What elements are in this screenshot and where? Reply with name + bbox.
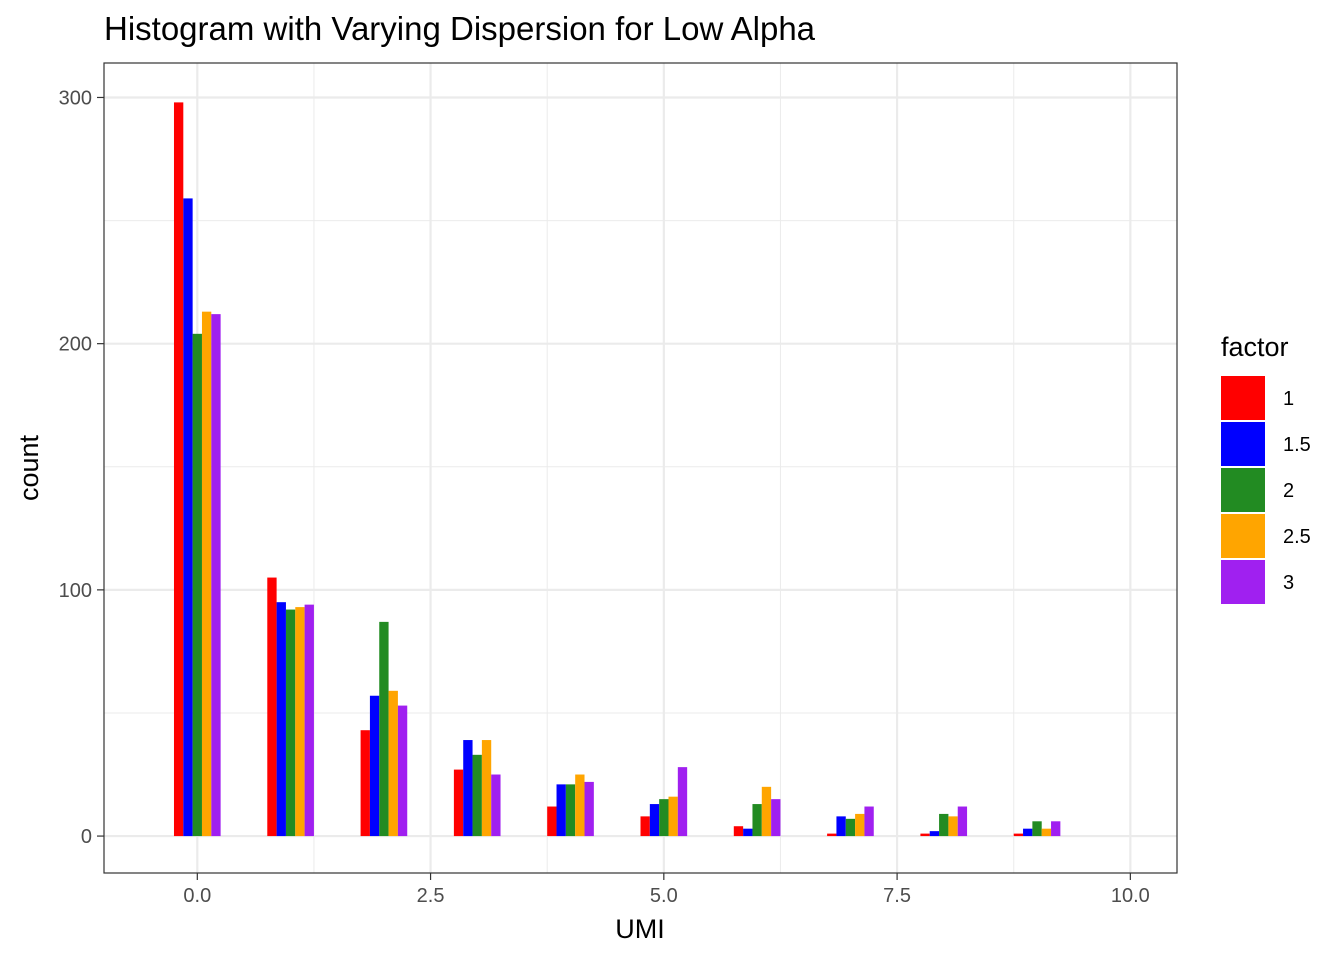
legend-title: factor bbox=[1221, 332, 1289, 362]
bar bbox=[1023, 828, 1033, 837]
bar bbox=[733, 826, 744, 837]
bar bbox=[677, 767, 688, 837]
bar bbox=[939, 813, 949, 837]
bar bbox=[397, 705, 408, 837]
bar bbox=[743, 828, 753, 837]
bar bbox=[864, 806, 874, 837]
x-tick-label: 0.0 bbox=[183, 885, 211, 907]
y-tick-label: 200 bbox=[59, 334, 92, 356]
bar bbox=[304, 604, 314, 837]
bar bbox=[192, 333, 202, 837]
bar bbox=[491, 774, 501, 837]
bar bbox=[761, 786, 772, 837]
bar bbox=[453, 769, 464, 837]
bar bbox=[957, 806, 968, 837]
bar bbox=[1051, 821, 1061, 837]
bar bbox=[584, 781, 594, 837]
bars bbox=[173, 102, 1061, 837]
legend-key bbox=[1221, 514, 1265, 558]
panel-border bbox=[103, 62, 1178, 874]
bar bbox=[836, 816, 846, 837]
grid-major bbox=[104, 63, 1177, 873]
grid-minor bbox=[104, 63, 1177, 873]
x-axis-title: UMI bbox=[615, 914, 665, 944]
x-tick-label: 5.0 bbox=[650, 885, 678, 907]
bar bbox=[173, 102, 184, 837]
bar bbox=[565, 784, 576, 837]
x-axis: 0.0 2.5 5.0 7.5 10.0 bbox=[183, 873, 1150, 907]
x-tick-label: 7.5 bbox=[883, 885, 911, 907]
bar bbox=[1013, 833, 1024, 837]
bar bbox=[771, 799, 781, 837]
y-axis-title: count bbox=[14, 434, 44, 501]
bar bbox=[929, 831, 940, 837]
bar bbox=[1041, 828, 1052, 837]
bar bbox=[659, 799, 669, 837]
y-tick-label: 0 bbox=[81, 826, 92, 848]
chart-title: Histogram with Varying Dispersion for Lo… bbox=[104, 10, 816, 47]
bar bbox=[668, 796, 678, 837]
bar bbox=[640, 816, 650, 837]
bar bbox=[211, 314, 221, 837]
x-tick-label: 10.0 bbox=[1111, 885, 1150, 907]
bar bbox=[845, 818, 856, 837]
legend-label: 1 bbox=[1283, 388, 1294, 410]
bar bbox=[388, 690, 398, 837]
bar bbox=[948, 816, 958, 837]
bar bbox=[649, 804, 660, 837]
bar bbox=[276, 602, 286, 837]
bar bbox=[379, 621, 389, 837]
bar bbox=[201, 311, 212, 837]
legend-label: 3 bbox=[1283, 572, 1294, 594]
bar bbox=[481, 740, 492, 837]
y-tick-label: 100 bbox=[59, 580, 92, 602]
bar bbox=[827, 833, 837, 837]
bar bbox=[369, 695, 380, 837]
x-tick-label: 2.5 bbox=[417, 885, 445, 907]
legend-label: 2 bbox=[1283, 480, 1294, 502]
bar bbox=[360, 730, 370, 837]
y-axis: 0 100 200 300 bbox=[59, 87, 104, 848]
legend-key bbox=[1221, 468, 1265, 512]
bar bbox=[920, 833, 930, 837]
bar bbox=[285, 609, 296, 837]
bar bbox=[855, 813, 865, 837]
bar bbox=[575, 774, 585, 837]
bar bbox=[556, 784, 566, 837]
legend-key bbox=[1221, 422, 1265, 466]
legend-label: 2.5 bbox=[1283, 526, 1311, 548]
legend-label: 1.5 bbox=[1283, 434, 1311, 456]
bar bbox=[295, 607, 305, 837]
legend-key bbox=[1221, 376, 1265, 420]
bar bbox=[547, 806, 557, 837]
bar bbox=[472, 754, 482, 837]
legend: factor 1 1.5 2 2.5 3 bbox=[1221, 332, 1311, 604]
bar bbox=[463, 740, 473, 837]
y-tick-label: 300 bbox=[59, 87, 92, 109]
bar bbox=[267, 577, 277, 837]
bar bbox=[1032, 821, 1042, 837]
legend-key bbox=[1221, 560, 1265, 604]
bar bbox=[183, 198, 193, 837]
bar bbox=[752, 804, 762, 837]
